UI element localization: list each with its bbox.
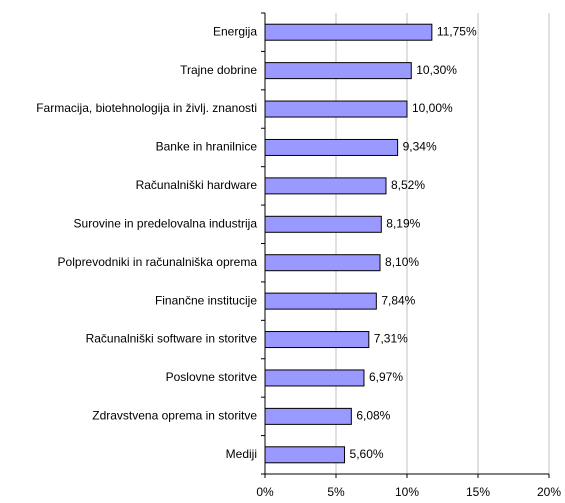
x-tick-label: 20% bbox=[537, 485, 561, 499]
y-tick-label: Banke in hranilnice bbox=[156, 140, 258, 154]
x-tick-label: 5% bbox=[327, 485, 345, 499]
bar bbox=[264, 177, 387, 195]
bar bbox=[264, 254, 381, 272]
bar bbox=[264, 100, 408, 118]
bar bbox=[264, 215, 382, 233]
y-tick-label: Farmacija, biotehnologija in življ. znan… bbox=[36, 101, 257, 115]
value-label: 8,19% bbox=[386, 216, 420, 230]
value-label: 7,84% bbox=[381, 293, 415, 307]
y-tick-label: Trajne dobrine bbox=[180, 63, 257, 77]
value-label: 11,75% bbox=[437, 24, 477, 38]
x-tick-label: 10% bbox=[395, 485, 419, 499]
bar bbox=[264, 138, 399, 156]
y-tick-label: Polprevodniki in računalniška oprema bbox=[58, 255, 258, 269]
y-tick-label: Energija bbox=[213, 24, 257, 38]
value-label: 7,31% bbox=[374, 332, 408, 346]
y-tick-label: Računalniški software in storitve bbox=[86, 332, 258, 346]
value-label: 9,34% bbox=[403, 140, 437, 154]
x-tick-label: 0% bbox=[256, 485, 274, 499]
value-label: 5,60% bbox=[350, 447, 384, 461]
y-tick-label: Računalniški hardware bbox=[136, 178, 258, 192]
value-label: 6,97% bbox=[369, 370, 403, 384]
y-tick-label: Zdravstvena oprema in storitve bbox=[92, 409, 257, 423]
y-tick-label: Mediji bbox=[226, 447, 257, 461]
y-tick-label: Finančne institucije bbox=[155, 293, 257, 307]
bar bbox=[264, 292, 377, 310]
value-label: 8,52% bbox=[391, 178, 425, 192]
bar bbox=[264, 446, 346, 464]
value-label: 6,08% bbox=[356, 409, 390, 423]
value-label: 8,10% bbox=[385, 255, 419, 269]
bar bbox=[264, 369, 365, 387]
value-label: 10,00% bbox=[412, 101, 453, 115]
bar bbox=[264, 62, 412, 80]
x-tick-label: 15% bbox=[466, 485, 490, 499]
value-label: 10,30% bbox=[416, 63, 457, 77]
bar bbox=[264, 407, 352, 425]
y-tick-label: Poslovne storitve bbox=[166, 370, 258, 384]
bar bbox=[264, 23, 433, 41]
y-tick-label: Surovine in predelovalna industrija bbox=[74, 216, 258, 230]
bar bbox=[264, 331, 370, 349]
